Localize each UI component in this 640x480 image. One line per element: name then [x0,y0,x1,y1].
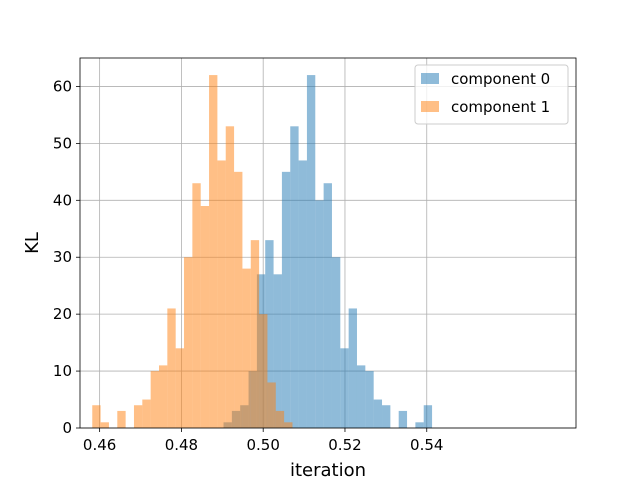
histogram-bar-series-1 [217,160,226,428]
legend: component 0 component 1 [414,64,569,125]
histogram-bar-series-0 [340,348,349,428]
y-tick-label: 30 [53,248,72,266]
y-tick-label: 60 [53,77,72,95]
histogram-bar-series-0 [331,257,341,428]
y-tick-label: 10 [53,362,72,380]
ticks: 0.46 0.48 0.50 0.52 0.54 0 10 20 30 40 50 60 [53,77,444,454]
x-axis-title: iteration [290,460,366,480]
histogram-bar-series-0 [365,371,374,428]
histogram-bar-series-0 [398,410,408,428]
histogram-bar-series-1 [209,75,218,429]
histogram-bar-series-1 [275,410,285,428]
histogram-bar-series-1 [192,183,201,428]
y-tick-label: 20 [53,305,72,323]
histogram-bar-series-1 [200,206,210,428]
histogram-bar-series-0 [356,365,366,428]
histogram-bar-series-0 [298,160,307,428]
histogram-bar-series-1 [242,268,251,428]
histogram-bar-series-0 [306,75,316,429]
histogram-bar-series-0 [373,399,383,428]
legend-label-component-1: component 1 [451,98,550,116]
histogram-bar-series-1 [167,308,176,428]
histogram-bar-series-0 [265,240,274,428]
x-tick-label: 0.52 [328,436,361,454]
legend-box [414,64,569,125]
histogram-bar-series-0 [290,126,299,429]
histogram-bar-series-1 [142,399,151,428]
bars [92,75,433,429]
y-tick-label: 40 [53,191,72,209]
histogram-bar-series-1 [150,371,160,428]
histogram-bar-series-1 [250,240,260,428]
histogram-bar-series-1 [225,126,235,429]
histogram-bar-series-1 [234,171,243,428]
histogram-bar-series-0 [348,308,357,428]
y-axis-title: KL [22,232,43,254]
x-tick-label: 0.50 [246,436,279,454]
histogram-bar-series-1 [92,405,101,428]
histogram-bar-series-1 [117,410,126,428]
histogram-bar-series-1 [267,382,276,428]
histogram-bar-series-1 [159,365,168,428]
histogram-bar-series-1 [175,348,185,428]
histogram-bar-series-1 [133,405,143,428]
x-tick-label: 0.48 [165,436,198,454]
histogram-bar-series-1 [184,257,193,428]
histogram-bar-series-0 [382,405,391,428]
histogram-bar-series-1 [284,422,293,428]
histogram-bar-series-0 [281,171,291,428]
histogram-bar-series-1 [100,422,109,428]
x-tick-label: 0.46 [83,436,116,454]
legend-swatch-component-1 [421,101,439,112]
histogram-bar-series-0 [323,183,332,428]
x-tick-label: 0.54 [410,436,443,454]
plot-frame [79,57,577,429]
legend-label-component-0: component 0 [451,70,550,88]
legend-swatch-component-0 [421,73,439,84]
histogram-bar-series-0 [423,405,433,428]
y-tick-label: 0 [62,419,72,437]
y-tick-label: 50 [53,134,72,152]
histogram-bar-series-1 [259,314,268,428]
histogram-bar-series-0 [273,274,282,428]
histogram-bar-series-0 [415,422,424,428]
histogram-bar-series-0 [315,200,324,428]
